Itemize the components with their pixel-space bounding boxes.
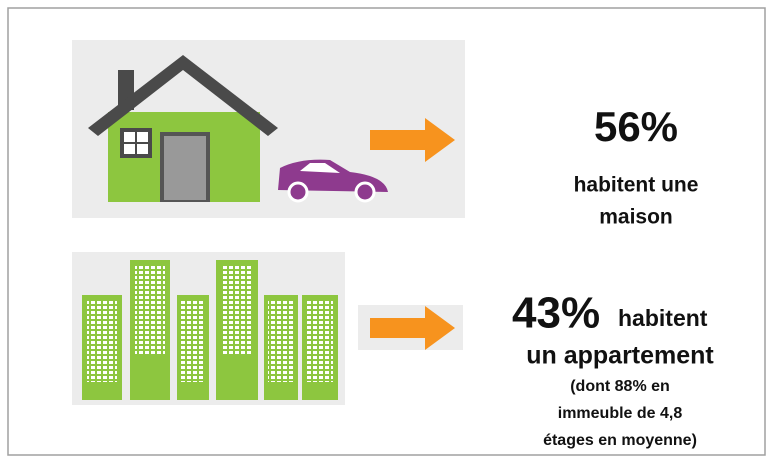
apartment-percent: 43% [512, 289, 600, 338]
buildings-illustration [72, 252, 463, 405]
apartment-note: immeuble de 4,8 [558, 405, 683, 422]
house-line: maison [599, 206, 673, 229]
apartment-note: étages en moyenne) [543, 432, 697, 449]
apartment-line: habitent [618, 305, 708, 331]
house-percent: 56% [594, 103, 678, 150]
apartment-line: un appartement [526, 342, 714, 370]
house-illustration [72, 40, 465, 218]
apartment-note: (dont 88% en [570, 378, 670, 395]
house-line: habitent une [574, 174, 699, 197]
